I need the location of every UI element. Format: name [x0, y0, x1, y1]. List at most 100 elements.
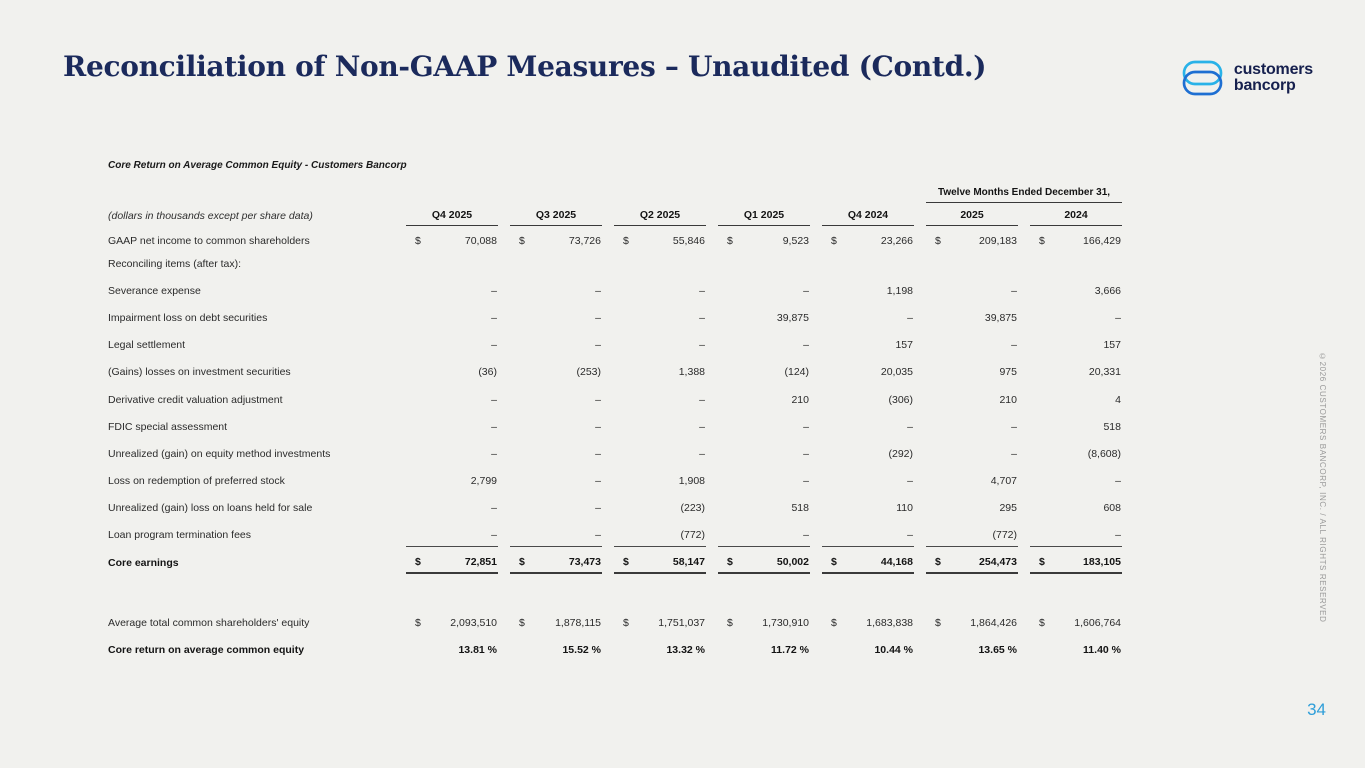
cell-value: (772): [680, 528, 705, 541]
group-header: Twelve Months Ended December 31,: [926, 187, 1122, 203]
cell-value: –: [699, 447, 705, 460]
table-cell: [608, 250, 712, 277]
table-cell: –: [1024, 522, 1128, 549]
currency-symbol: $: [727, 234, 733, 247]
cell-value: 1,878,115: [555, 616, 601, 629]
cell-value: –: [595, 420, 601, 433]
currency-symbol: $: [415, 616, 421, 629]
row-label: (Gains) losses on investment securities: [108, 366, 291, 379]
cell-value: 518: [791, 502, 809, 515]
cell-value: 166,429: [1083, 234, 1121, 247]
cell-value: 70,088: [464, 234, 497, 247]
cell-value: –: [1115, 475, 1121, 488]
cell-value: –: [803, 339, 809, 352]
table-cell: –: [712, 332, 816, 359]
cell-value: –: [595, 502, 601, 515]
cell-value: 10.44 %: [874, 644, 913, 657]
cell-value: 518: [1103, 420, 1121, 433]
table-cell: (36): [400, 359, 504, 386]
cell-value: 73,473: [568, 555, 601, 568]
table-cell: –: [400, 522, 504, 549]
table-cell: –: [608, 304, 712, 331]
table-cell: (223): [608, 495, 712, 522]
currency-symbol: $: [1039, 555, 1045, 568]
cell-value: –: [1011, 339, 1017, 352]
cell-value: 58,147: [672, 555, 705, 568]
cell-value: –: [491, 339, 497, 352]
table-cell: (772): [608, 522, 712, 549]
currency-symbol: $: [623, 555, 629, 568]
table-column-header-row: (dollars in thousands except per share d…: [106, 209, 1128, 226]
table-cell: [400, 250, 504, 277]
cell-value: (223): [680, 502, 705, 515]
cell-value: 72,851: [464, 555, 497, 568]
cell-value: 295: [999, 502, 1017, 515]
table-cell: –: [400, 413, 504, 440]
table-cell: [1024, 250, 1128, 277]
table-cell: –: [816, 522, 920, 549]
table-title: Core Return on Average Common Equity - C…: [108, 160, 407, 171]
table-row: GAAP net income to common shareholders $7…: [106, 231, 1128, 250]
logo-line1: customers: [1233, 61, 1313, 78]
table-cell: –: [608, 277, 712, 304]
cell-value: –: [907, 420, 913, 433]
cell-value: –: [699, 311, 705, 324]
table-cell: 10.44 %: [816, 636, 920, 663]
cell-value: 4,707: [990, 475, 1017, 488]
customers-bancorp-logo: customers bancorp: [1182, 60, 1313, 96]
cell-value: 50,002: [776, 555, 809, 568]
table-cell: $70,088: [400, 231, 504, 250]
table-cell: –: [816, 413, 920, 440]
cell-value: 4: [1115, 393, 1121, 406]
cell-value: (124): [784, 366, 809, 379]
cell-value: 44,168: [880, 555, 913, 568]
logo-line2: bancorp: [1233, 77, 1296, 94]
currency-symbol: $: [1039, 616, 1045, 629]
cell-value: –: [595, 528, 601, 541]
cell-value: –: [1011, 284, 1017, 297]
table-cell: (306): [816, 386, 920, 413]
table-cell: 157: [1024, 332, 1128, 359]
cell-value: (36): [478, 366, 497, 379]
table-cell: [920, 250, 1024, 277]
cell-value: 13.65 %: [978, 644, 1017, 657]
table-cell: [816, 250, 920, 277]
table-cell: 11.72 %: [712, 636, 816, 663]
currency-symbol: $: [519, 234, 525, 247]
table-cell: –: [608, 440, 712, 467]
table-cell: –: [712, 522, 816, 549]
column-header: Q2 2025: [614, 209, 706, 226]
column-header: Q4 2025: [406, 209, 498, 226]
cell-value: –: [699, 393, 705, 406]
table-cell: $1,606,764: [1024, 609, 1128, 636]
table-cell: $72,851: [400, 549, 504, 576]
cell-value: 23,266: [880, 234, 913, 247]
cell-value: –: [595, 339, 601, 352]
table-cell: 13.32 %: [608, 636, 712, 663]
table-row: Loan program termination fees – – (772) – – (7…: [106, 522, 1128, 549]
row-label: Average total common shareholders' equit…: [108, 616, 310, 629]
table-cell: –: [816, 468, 920, 495]
table-cell: –: [504, 440, 608, 467]
table-cell: 11.40 %: [1024, 636, 1128, 663]
cell-value: 39,875: [984, 311, 1017, 324]
table-cell: $166,429: [1024, 231, 1128, 250]
table-cell: –: [504, 332, 608, 359]
cell-value: 183,105: [1083, 555, 1121, 568]
cell-value: 1,388: [678, 366, 705, 379]
table-cell: –: [1024, 468, 1128, 495]
table-cell: 3,666: [1024, 277, 1128, 304]
cell-value: –: [491, 311, 497, 324]
table-cell: (8,608): [1024, 440, 1128, 467]
cell-value: 20,035: [880, 366, 913, 379]
cell-value: (253): [576, 366, 601, 379]
table-row: Derivative credit valuation adjustment – –…: [106, 386, 1128, 413]
row-label: GAAP net income to common shareholders: [108, 234, 310, 247]
table-cell: –: [504, 495, 608, 522]
cell-value: –: [491, 502, 497, 515]
cell-value: 210: [791, 393, 809, 406]
cell-value: 1,606,764: [1074, 616, 1121, 629]
table-row: Core earnings $72,851 $73,473 $58,147 $50,00…: [106, 549, 1128, 576]
row-label: FDIC special assessment: [108, 420, 228, 433]
cell-value: 157: [1103, 339, 1121, 352]
